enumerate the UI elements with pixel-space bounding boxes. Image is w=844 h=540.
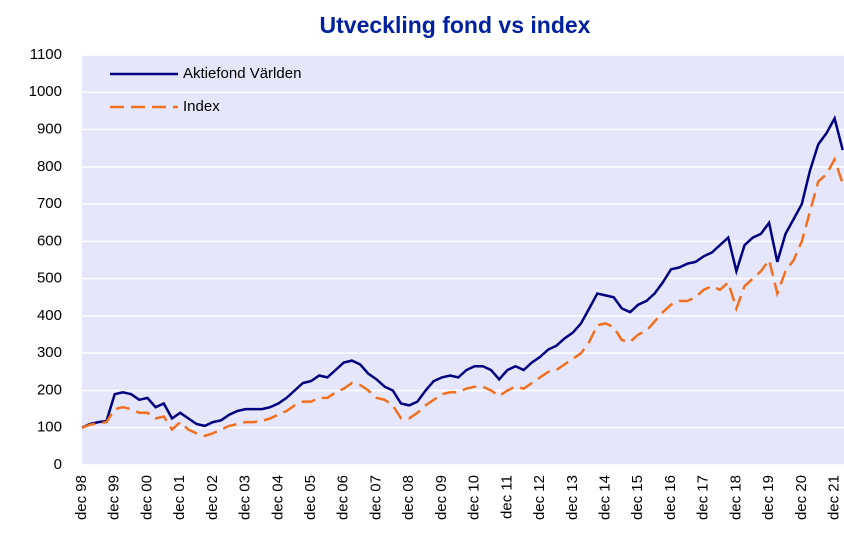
x-tick-label: dec 07 [367,475,384,520]
legend-label: Aktiefond Världen [183,65,301,82]
y-tick-label: 0 [54,456,62,473]
y-tick-label: 1000 [29,83,62,100]
y-tick-label: 100 [37,419,62,436]
y-tick-label: 700 [37,195,62,212]
x-tick-label: dec 09 [433,475,450,520]
y-tick-label: 500 [37,270,62,287]
x-tick-label: dec 03 [237,475,254,520]
x-tick-label: dec 02 [204,475,221,520]
y-tick-label: 600 [37,232,62,249]
line-series [81,115,844,429]
y-tick-label: 1100 [30,46,62,63]
x-tick-label: dec 11 [498,475,515,519]
chart-title: Utveckling fond vs index [320,12,591,38]
y-tick-label: 300 [37,344,62,361]
x-tick-label: dec 17 [695,475,712,520]
y-tick-label: 400 [37,307,62,324]
x-tick-label: dec 20 [793,475,810,520]
y-tick-label: 200 [37,381,62,398]
x-tick-label: dec 16 [662,475,679,520]
y-tick-label: 900 [37,121,62,138]
x-tick-label: dec 08 [400,475,417,520]
x-tick-label: dec 99 [106,475,123,520]
x-tick-label: dec 19 [760,475,777,520]
legend-label: Index [183,98,220,115]
x-tick-label: dec 21 [826,475,843,520]
x-tick-label: dec 06 [335,475,352,520]
line-series [81,156,844,438]
x-tick-label: dec 00 [138,475,155,520]
x-tick-label: dec 98 [73,475,90,520]
x-tick-label: dec 15 [629,475,646,520]
x-tick-label: dec 18 [727,475,744,520]
y-tick-label: 800 [37,158,62,175]
x-tick-label: dec 13 [564,475,581,520]
plot-area [82,55,844,465]
x-tick-label: dec 12 [531,475,548,520]
x-tick-label: dec 05 [302,475,319,520]
x-tick-label: dec 04 [269,475,286,520]
x-tick-label: dec 01 [171,475,188,520]
x-tick-label: dec 10 [466,475,483,520]
x-tick-label: dec 14 [596,475,613,520]
